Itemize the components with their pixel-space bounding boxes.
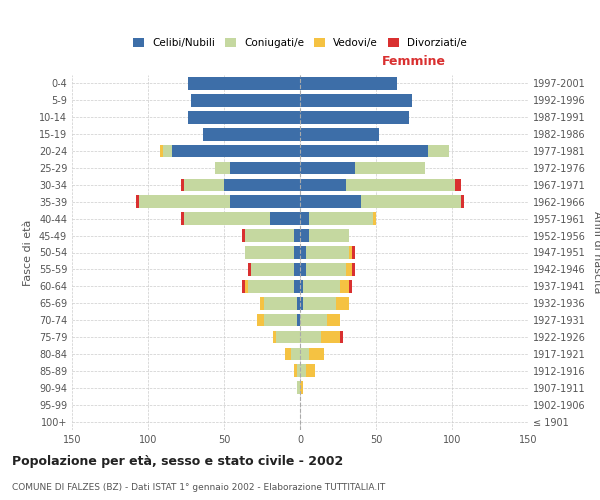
Bar xyxy=(455,178,461,191)
Bar xyxy=(245,280,248,292)
Bar xyxy=(352,263,355,276)
Bar xyxy=(297,314,300,326)
Bar xyxy=(230,162,300,174)
Bar xyxy=(346,178,455,191)
Bar xyxy=(300,263,306,276)
Bar xyxy=(136,196,139,208)
Bar xyxy=(346,263,352,276)
Bar xyxy=(294,280,300,292)
Bar xyxy=(294,246,300,259)
Bar xyxy=(300,297,303,310)
Bar xyxy=(139,196,230,208)
Bar xyxy=(352,246,355,259)
Y-axis label: Anni di nascita: Anni di nascita xyxy=(592,211,600,294)
Bar xyxy=(361,196,461,208)
Bar xyxy=(260,297,263,310)
Bar xyxy=(251,263,294,276)
Bar xyxy=(306,364,315,377)
Bar xyxy=(309,230,349,242)
Bar xyxy=(191,94,300,106)
Bar xyxy=(294,230,300,242)
Bar xyxy=(181,212,184,225)
Bar xyxy=(300,212,309,225)
Bar xyxy=(297,364,300,377)
Bar xyxy=(309,212,373,225)
Bar xyxy=(230,196,300,208)
Bar xyxy=(300,178,346,191)
Bar xyxy=(349,246,352,259)
Bar xyxy=(215,162,230,174)
Bar xyxy=(340,280,349,292)
Bar xyxy=(184,178,224,191)
Text: COMUNE DI FALZES (BZ) - Dati ISTAT 1° gennaio 2002 - Elaborazione TUTTITALIA.IT: COMUNE DI FALZES (BZ) - Dati ISTAT 1° ge… xyxy=(12,483,385,492)
Bar xyxy=(300,382,303,394)
Bar xyxy=(428,144,449,158)
Bar xyxy=(373,212,376,225)
Bar xyxy=(181,178,184,191)
Bar xyxy=(257,314,263,326)
Bar xyxy=(340,330,343,344)
Bar xyxy=(300,364,306,377)
Bar xyxy=(300,314,328,326)
Bar xyxy=(188,77,300,90)
Y-axis label: Fasce di età: Fasce di età xyxy=(23,220,33,286)
Bar xyxy=(269,212,300,225)
Bar xyxy=(297,297,300,310)
Bar xyxy=(306,246,349,259)
Bar xyxy=(303,297,337,310)
Bar xyxy=(224,178,300,191)
Bar xyxy=(263,314,297,326)
Bar xyxy=(294,364,297,377)
Bar xyxy=(188,111,300,124)
Bar xyxy=(203,128,300,140)
Bar xyxy=(300,144,428,158)
Bar xyxy=(355,162,425,174)
Bar xyxy=(461,196,464,208)
Bar xyxy=(300,230,309,242)
Bar xyxy=(300,94,412,106)
Bar xyxy=(242,230,245,242)
Bar xyxy=(328,314,340,326)
Bar xyxy=(300,280,303,292)
Bar xyxy=(300,348,309,360)
Bar xyxy=(297,382,300,394)
Bar xyxy=(248,280,294,292)
Bar xyxy=(163,144,172,158)
Bar xyxy=(300,196,361,208)
Bar xyxy=(272,330,275,344)
Bar xyxy=(300,330,321,344)
Bar xyxy=(337,297,349,310)
Text: Femmine: Femmine xyxy=(382,55,446,68)
Bar xyxy=(303,280,340,292)
Bar xyxy=(300,246,306,259)
Bar xyxy=(300,162,355,174)
Bar xyxy=(300,128,379,140)
Bar xyxy=(300,77,397,90)
Bar xyxy=(321,330,340,344)
Bar xyxy=(248,263,251,276)
Bar xyxy=(160,144,163,158)
Bar xyxy=(242,280,245,292)
Bar xyxy=(285,348,291,360)
Bar xyxy=(245,230,294,242)
Bar xyxy=(245,246,294,259)
Legend: Celibi/Nubili, Coniugati/e, Vedovi/e, Divorziati/e: Celibi/Nubili, Coniugati/e, Vedovi/e, Di… xyxy=(129,34,471,52)
Bar xyxy=(275,330,300,344)
Bar xyxy=(172,144,300,158)
Bar xyxy=(300,111,409,124)
Bar xyxy=(263,297,297,310)
Bar xyxy=(349,280,352,292)
Bar xyxy=(309,348,325,360)
Bar xyxy=(294,263,300,276)
Bar xyxy=(184,212,269,225)
Bar xyxy=(306,263,346,276)
Bar xyxy=(291,348,300,360)
Text: Popolazione per età, sesso e stato civile - 2002: Popolazione per età, sesso e stato civil… xyxy=(12,455,343,468)
